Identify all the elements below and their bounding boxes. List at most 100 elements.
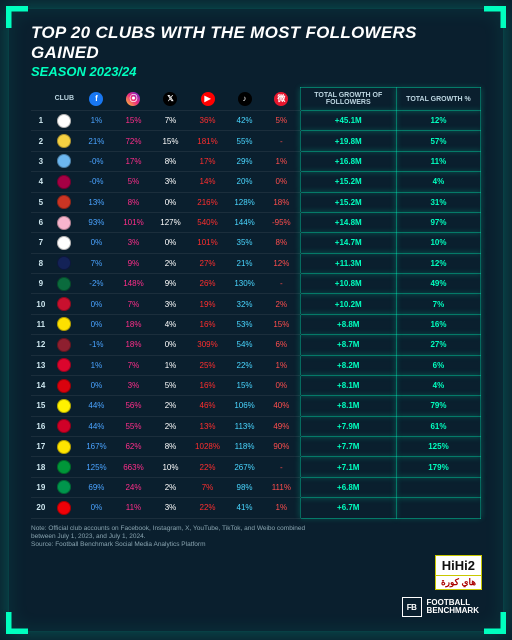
weibo-cell: 6%: [263, 335, 300, 355]
tiktok-cell: 54%: [226, 335, 263, 355]
rank-cell: 20: [31, 498, 51, 518]
watermark-sub: هاي كورة: [435, 575, 482, 590]
club-crest-icon: [57, 379, 71, 393]
club-crest-icon: [57, 277, 71, 291]
weibo-cell: 40%: [263, 396, 300, 416]
club-crest-cell: [51, 274, 78, 294]
total-growth-cell: +8.7M: [300, 335, 396, 355]
table-row: 110%18%4%16%53%15%+8.8M16%: [31, 314, 481, 334]
facebook-cell: 1%: [78, 355, 115, 375]
footnote: Note: Official club accounts on Facebook…: [31, 525, 481, 550]
instagram-cell: 56%: [115, 396, 152, 416]
watermark-main: HiHi2: [435, 555, 482, 576]
total-growth-cell: +10.8M: [300, 274, 396, 294]
total-growth-pct-cell: 6%: [396, 355, 480, 375]
instagram-cell: 101%: [115, 212, 152, 232]
youtube-icon: ▶: [201, 92, 215, 106]
club-crest-icon: [57, 501, 71, 515]
x-cell: 3%: [152, 172, 189, 192]
youtube-cell: 540%: [189, 212, 226, 232]
facebook-cell: 0%: [78, 294, 115, 314]
x-cell: 9%: [152, 274, 189, 294]
x-cell: 7%: [152, 111, 189, 131]
table-row: 1644%55%2%13%113%49%+7.9M61%: [31, 416, 481, 436]
total-growth-pct-cell: 125%: [396, 437, 480, 457]
rank-cell: 15: [31, 396, 51, 416]
total-growth-cell: +15.2M: [300, 172, 396, 192]
rank-cell: 12: [31, 335, 51, 355]
tiktok-cell: 106%: [226, 396, 263, 416]
total-growth-pct-cell: 179%: [396, 457, 480, 477]
tiktok-cell: 144%: [226, 212, 263, 232]
x-cell: 0%: [152, 335, 189, 355]
tiktok-cell: 128%: [226, 192, 263, 212]
facebook-cell: -0%: [78, 172, 115, 192]
club-crest-icon: [57, 358, 71, 372]
youtube-cell: 216%: [189, 192, 226, 212]
rank-cell: 8: [31, 253, 51, 273]
rank-cell: 19: [31, 477, 51, 497]
rank-cell: 10: [31, 294, 51, 314]
x-cell: 3%: [152, 498, 189, 518]
table-row: 9-2%148%9%26%130%-+10.8M49%: [31, 274, 481, 294]
club-crest-cell: [51, 151, 78, 171]
weibo-cell: -: [263, 131, 300, 151]
club-crest-icon: [57, 480, 71, 494]
tiktok-cell: 42%: [226, 111, 263, 131]
club-crest-cell: [51, 375, 78, 395]
main-title: TOP 20 CLUBS WITH THE MOST FOLLOWERS GAI…: [31, 23, 481, 63]
club-crest-icon: [57, 134, 71, 148]
rank-cell: 3: [31, 151, 51, 171]
instagram-cell: 7%: [115, 355, 152, 375]
x-icon: 𝕏: [163, 92, 177, 106]
facebook-cell: 21%: [78, 131, 115, 151]
brand-mark: FB: [402, 597, 422, 617]
club-crest-cell: [51, 212, 78, 232]
facebook-cell: -0%: [78, 151, 115, 171]
table-row: 12-1%18%0%309%54%6%+8.7M27%: [31, 335, 481, 355]
total-growth-pct-cell: 4%: [396, 375, 480, 395]
x-cell: 15%: [152, 131, 189, 151]
instagram-cell: 11%: [115, 498, 152, 518]
table-row: 4-0%5%3%14%20%0%+15.2M4%: [31, 172, 481, 192]
facebook-cell: 0%: [78, 498, 115, 518]
tiktok-cell: 35%: [226, 233, 263, 253]
rank-cell: 4: [31, 172, 51, 192]
x-cell: 5%: [152, 375, 189, 395]
facebook-cell: 0%: [78, 375, 115, 395]
total-growth-cell: +14.7M: [300, 233, 396, 253]
platform-header-weibo: 微: [263, 88, 300, 111]
tiktok-cell: 98%: [226, 477, 263, 497]
club-crest-cell: [51, 457, 78, 477]
x-cell: 10%: [152, 457, 189, 477]
club-crest-icon: [57, 460, 71, 474]
tiktok-cell: 22%: [226, 355, 263, 375]
instagram-cell: 17%: [115, 151, 152, 171]
club-crest-cell: [51, 314, 78, 334]
rank-cell: 1: [31, 111, 51, 131]
total-growth-cell: +8.1M: [300, 396, 396, 416]
x-cell: 8%: [152, 151, 189, 171]
instagram-cell: 55%: [115, 416, 152, 436]
table-row: 17167%62%8%1028%118%90%+7.7M125%: [31, 437, 481, 457]
club-crest-cell: [51, 335, 78, 355]
weibo-cell: -95%: [263, 212, 300, 232]
platform-header-x: 𝕏: [152, 88, 189, 111]
rank-cell: 9: [31, 274, 51, 294]
total-growth-cell: +8.8M: [300, 314, 396, 334]
rank-cell: 7: [31, 233, 51, 253]
total-growth-pct-cell: [396, 498, 480, 518]
rank-cell: 6: [31, 212, 51, 232]
header-row: CLUB f⦿𝕏 ▶♪微 TOTAL GROWTH OF FOLLOWERS T…: [31, 88, 481, 111]
club-crest-cell: [51, 355, 78, 375]
club-crest-icon: [57, 236, 71, 250]
tiktok-cell: 41%: [226, 498, 263, 518]
table-row: 100%7%3%19%32%2%+10.2M7%: [31, 294, 481, 314]
youtube-cell: 181%: [189, 131, 226, 151]
platform-header-instagram: ⦿: [115, 88, 152, 111]
facebook-cell: 125%: [78, 457, 115, 477]
brand-logo: FB FOOTBALL BENCHMARK: [402, 597, 479, 617]
club-crest-cell: [51, 172, 78, 192]
weibo-cell: 49%: [263, 416, 300, 436]
table-row: 1544%56%2%46%106%40%+8.1M79%: [31, 396, 481, 416]
